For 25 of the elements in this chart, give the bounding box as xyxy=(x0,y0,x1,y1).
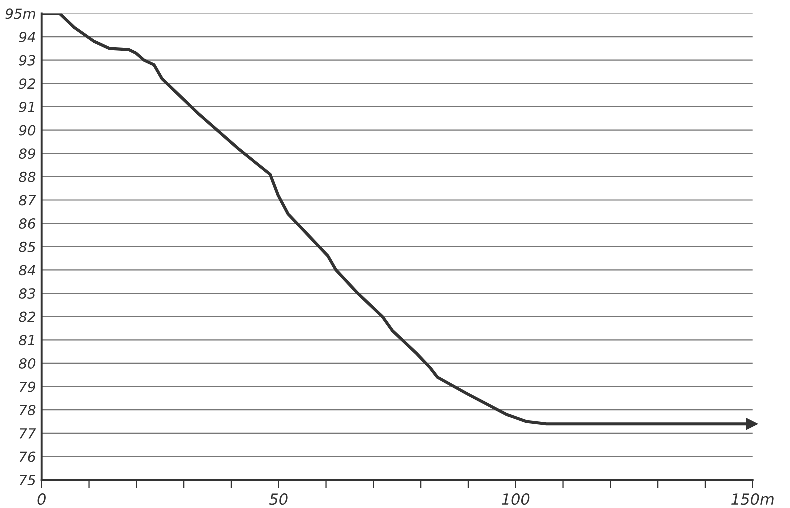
y-tick-label: 83 xyxy=(19,288,36,299)
x-tick-label: 150m xyxy=(732,494,774,506)
x-tick-label: 0 xyxy=(38,494,46,506)
y-tick-label: 79 xyxy=(20,382,36,392)
x-tick-label: 100 xyxy=(502,494,530,506)
x-tick-label: 50 xyxy=(269,494,288,506)
y-tick-label: 75 xyxy=(20,475,36,486)
y-tick-label: 77 xyxy=(20,428,36,439)
y-tick-label: 95m xyxy=(6,8,36,20)
y-tick-label: 84 xyxy=(19,265,36,276)
y-tick-label: 76 xyxy=(20,452,36,462)
y-tick-label: 81 xyxy=(19,335,34,346)
y-tick-label: 90 xyxy=(19,125,36,136)
y-tick-label: 80 xyxy=(19,358,36,369)
y-tick-label: 87 xyxy=(19,195,36,206)
y-tick-label: 91 xyxy=(19,102,34,112)
y-tick-label: 85 xyxy=(19,242,36,252)
y-tick-label: 88 xyxy=(19,172,36,182)
y-tick-label: 93 xyxy=(19,55,36,66)
y-tick-label: 94 xyxy=(19,32,36,43)
y-tick-label: 86 xyxy=(19,218,36,230)
y-tick-label: 92 xyxy=(19,78,36,90)
y-tick-label: 78 xyxy=(20,405,36,416)
y-tick-label: 89 xyxy=(19,148,36,160)
y-tick-label: 82 xyxy=(19,312,36,322)
